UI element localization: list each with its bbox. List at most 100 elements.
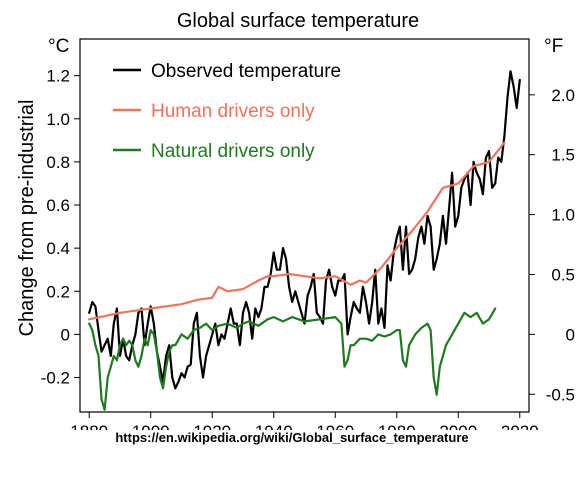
x-tick-label: 1960	[316, 422, 354, 430]
series-0-point	[479, 178, 481, 180]
series-0-point	[254, 307, 256, 310]
series-0-point	[125, 355, 127, 357]
series-0-point	[516, 107, 518, 109]
y-left-tick-label: -0.2	[41, 369, 70, 388]
series-0-point	[488, 150, 490, 152]
series-0-point	[202, 376, 204, 379]
series-0-point	[374, 269, 376, 271]
series-0-point	[288, 286, 290, 288]
source-caption: https://en.wikipedia.org/wiki/Global_sur…	[115, 430, 469, 445]
series-2-point	[405, 366, 407, 368]
series-2-point	[426, 323, 429, 325]
y-right-tick-label: 0.5	[551, 265, 575, 284]
series-1-point	[288, 273, 290, 275]
series-0-point	[208, 344, 210, 346]
series-2-point	[205, 323, 207, 325]
chart-title: Global surface temperature	[177, 10, 419, 32]
series-0-point	[233, 323, 235, 325]
series-1-point	[359, 279, 361, 282]
series-0-point	[405, 226, 407, 228]
x-axis: 1880 1900 1920 1940 1960 1980 2000 2020	[70, 412, 539, 430]
series-0-point	[463, 178, 465, 180]
series-0-point	[359, 312, 361, 314]
x-tick-label: 1880	[70, 422, 108, 430]
series-line-2	[88, 307, 497, 411]
series-1-point	[257, 279, 259, 282]
series-0-point	[353, 301, 355, 303]
series-0-point	[509, 70, 512, 72]
series-2-point	[227, 323, 229, 325]
series-2-point	[408, 344, 410, 346]
series-0-point	[223, 338, 226, 340]
series-0-point	[328, 269, 330, 271]
series-0-point	[119, 355, 121, 357]
series-1-point	[426, 210, 429, 213]
series-0-point	[248, 312, 250, 314]
series-2-point	[153, 333, 155, 335]
series-0-point	[497, 157, 499, 159]
x-tick-label: 2000	[439, 422, 477, 430]
series-2-point	[319, 318, 321, 320]
series-0-point	[436, 258, 438, 260]
series-2-point	[119, 344, 121, 346]
y-left-tick-label: 1.2	[46, 67, 70, 86]
y-unit-left: °C	[48, 36, 69, 57]
series-2-point	[110, 366, 112, 368]
series-2-point	[488, 318, 490, 320]
series-2-point	[340, 323, 342, 325]
series-0-point	[150, 305, 152, 307]
series-0-point	[211, 333, 213, 335]
series-1-point	[180, 303, 183, 305]
series-0-point	[473, 161, 475, 163]
series-group-1	[88, 141, 506, 321]
series-2-point	[131, 344, 133, 346]
series-0-point	[411, 269, 413, 271]
series-2-point	[236, 327, 238, 329]
series-0-point	[319, 316, 321, 318]
series-2-point	[482, 323, 484, 325]
series-2-point	[371, 340, 373, 342]
series-2-point	[97, 355, 100, 357]
series-2-point	[193, 329, 195, 331]
series-2-point	[187, 338, 189, 340]
y-right-tick-label: -0.5	[546, 385, 575, 404]
series-0-point	[500, 161, 502, 163]
series-0-point	[310, 286, 312, 288]
series-0-point	[476, 172, 478, 174]
series-0-point	[187, 366, 189, 368]
series-0-point	[153, 323, 155, 325]
series-1-point	[88, 318, 90, 320]
series-2-point	[217, 325, 219, 327]
series-0-point	[322, 323, 324, 325]
series-2-point	[104, 409, 106, 411]
series-0-point	[267, 286, 269, 288]
legend-label: Natural drivers only	[151, 141, 315, 162]
series-1-point	[273, 275, 275, 277]
series-2-point	[116, 359, 118, 361]
series-0-point	[260, 307, 262, 310]
y-left-tick-label: 0	[61, 325, 70, 344]
series-0-point	[414, 258, 416, 260]
series-2-point	[436, 394, 438, 396]
series-2-point	[147, 344, 149, 346]
series-2-point	[402, 359, 404, 361]
series-0-point	[137, 312, 139, 314]
series-0-point	[506, 96, 509, 98]
chart-svg: Global surface temperature °C °F Change …	[16, 10, 575, 430]
x-tick-label: 1900	[132, 422, 170, 430]
series-0-point	[220, 333, 223, 335]
series-2-point	[433, 376, 435, 379]
series-0-point	[350, 316, 352, 318]
series-0-point	[448, 208, 450, 210]
series-0-point	[303, 323, 306, 325]
series-0-point	[377, 323, 379, 325]
series-0-point	[107, 338, 109, 340]
series-2-point	[343, 366, 346, 368]
series-1-point	[473, 165, 475, 167]
series-0-point	[91, 301, 93, 303]
series-2-point	[94, 344, 96, 346]
series-0-point	[196, 312, 198, 314]
y-left-tick-label: 0.4	[46, 239, 70, 258]
series-0-point	[337, 279, 339, 282]
series-0-point	[307, 295, 309, 297]
